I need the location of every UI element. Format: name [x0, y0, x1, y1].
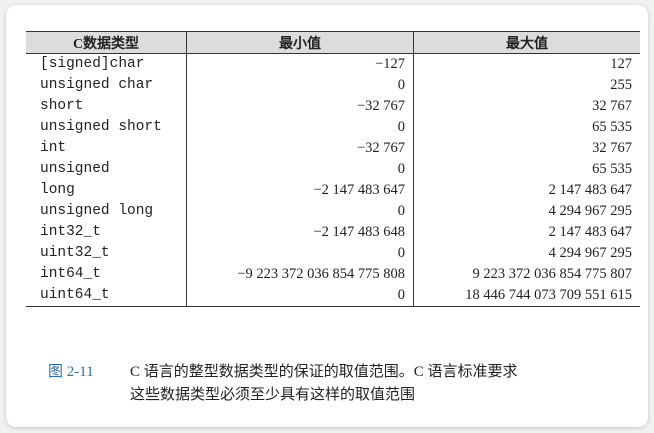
- min-value: 0: [397, 119, 405, 135]
- max-value: 255: [610, 77, 632, 93]
- min-value: 0: [397, 287, 405, 303]
- type-name: unsigned: [40, 161, 110, 177]
- type-cell: int64_t uint64_t: [26, 264, 187, 307]
- caption-text-1: C 语言的整型数据类型的保证的取值范围。C 语言标准要求: [130, 364, 518, 380]
- caption-line-1: 图 2-11 C 语言的整型数据类型的保证的取值范围。C 语言标准要求: [48, 361, 518, 384]
- max-value: 4 294 967 295: [548, 203, 632, 219]
- table-row: long unsigned long −2 147 483 647 0 2 14…: [26, 180, 640, 222]
- caption-line-2: 这些数据类型必须至少具有这样的取值范围: [130, 387, 416, 403]
- max-value: 2 147 483 647: [548, 182, 632, 198]
- max-value: 2 147 483 647: [548, 224, 632, 240]
- max-value: 4 294 967 295: [548, 245, 632, 261]
- type-cell: short unsigned short: [26, 96, 187, 138]
- max-value: 65 535: [592, 161, 632, 177]
- type-name: int64_t: [40, 266, 101, 282]
- table-row: int unsigned −32 767 0 32 767 65 535: [26, 138, 640, 180]
- max-cell: 9 223 372 036 854 775 807 18 446 744 073…: [413, 264, 640, 307]
- min-value: 0: [397, 245, 405, 261]
- min-value: −2 147 483 648: [313, 224, 405, 240]
- type-name: uint32_t: [40, 245, 110, 261]
- type-name: unsigned char: [40, 77, 154, 93]
- integer-ranges-table: C数据类型 最小值 最大值 [signed]char unsigned char…: [26, 31, 640, 307]
- max-value: 127: [610, 56, 632, 72]
- type-cell: [signed]char unsigned char: [26, 54, 187, 97]
- min-value: −2 147 483 647: [313, 182, 405, 198]
- type-name: short: [40, 98, 84, 114]
- min-value: −32 767: [356, 98, 405, 114]
- type-name: int: [40, 140, 67, 156]
- min-cell: −32 767 0: [186, 96, 414, 138]
- header-c-type: C数据类型: [26, 31, 187, 54]
- type-cell: long unsigned long: [26, 180, 187, 222]
- min-value: −127: [375, 56, 405, 72]
- max-cell: 127 255: [413, 53, 640, 96]
- type-name: unsigned long: [40, 203, 154, 219]
- type-name: [signed]char: [40, 56, 145, 72]
- min-value: 0: [397, 77, 405, 93]
- min-cell: −9 223 372 036 854 775 808 0: [186, 264, 414, 307]
- type-name: unsigned short: [40, 119, 162, 135]
- type-cell: int32_t uint32_t: [26, 222, 187, 264]
- min-value: 0: [397, 203, 405, 219]
- max-cell: 32 767 65 535: [413, 138, 640, 180]
- table-row: int32_t uint32_t −2 147 483 648 0 2 147 …: [26, 222, 640, 264]
- table-row: [signed]char unsigned char −127 0 127 25…: [26, 53, 640, 97]
- max-cell: 2 147 483 647 4 294 967 295: [413, 180, 640, 222]
- max-value: 65 535: [592, 119, 632, 135]
- min-value: −9 223 372 036 854 775 808: [237, 266, 405, 282]
- type-name: long: [40, 182, 75, 198]
- type-name: uint64_t: [40, 287, 110, 303]
- page-card: C数据类型 最小值 最大值 [signed]char unsigned char…: [6, 5, 648, 427]
- max-cell: 32 767 65 535: [413, 96, 640, 138]
- max-value: 9 223 372 036 854 775 807: [472, 266, 633, 282]
- table-header-row: C数据类型 最小值 最大值: [26, 31, 640, 54]
- header-max-value: 最大值: [413, 31, 640, 54]
- figure-label: 图 2-11: [48, 364, 94, 380]
- table-row: int64_t uint64_t −9 223 372 036 854 775 …: [26, 264, 640, 307]
- type-cell: int unsigned: [26, 138, 187, 180]
- figure-caption: 图 2-11 C 语言的整型数据类型的保证的取值范围。C 语言标准要求 这些数据类…: [48, 361, 518, 407]
- min-cell: −2 147 483 647 0: [186, 180, 414, 222]
- max-cell: 2 147 483 647 4 294 967 295: [413, 222, 640, 264]
- header-min-value: 最小值: [186, 31, 414, 54]
- table-row: short unsigned short −32 767 0 32 767 65…: [26, 96, 640, 138]
- min-cell: −127 0: [186, 53, 414, 96]
- max-value: 32 767: [592, 98, 632, 114]
- max-value: 32 767: [592, 140, 632, 156]
- type-name: int32_t: [40, 224, 101, 240]
- max-value: 18 446 744 073 709 551 615: [465, 287, 632, 303]
- min-cell: −2 147 483 648 0: [186, 222, 414, 264]
- min-cell: −32 767 0: [186, 138, 414, 180]
- min-value: −32 767: [356, 140, 405, 156]
- min-value: 0: [397, 161, 405, 177]
